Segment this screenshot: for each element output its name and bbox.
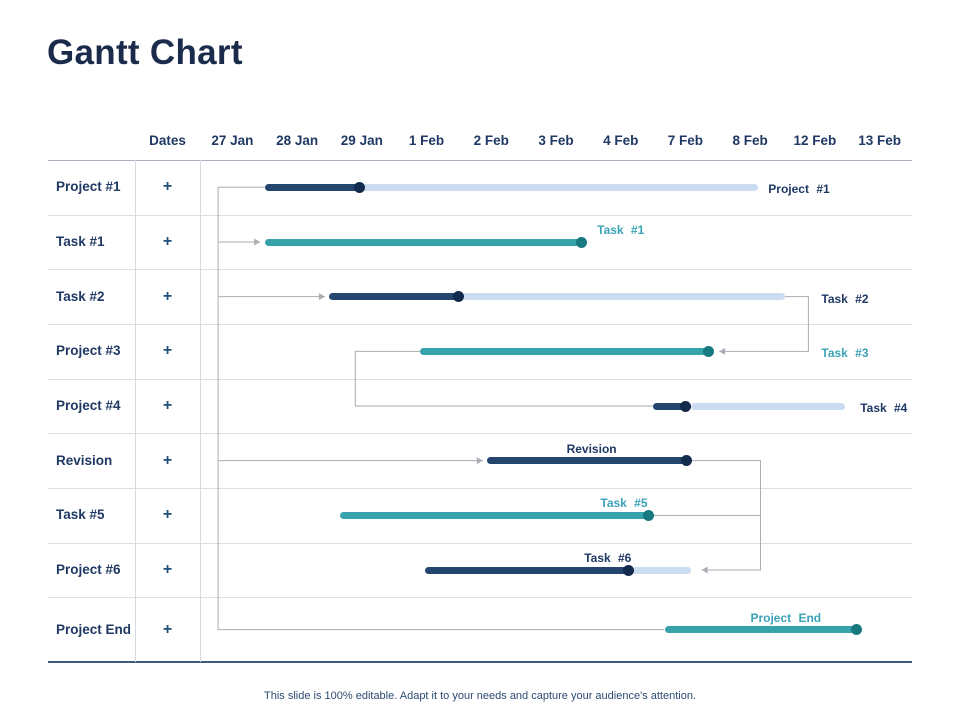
arrowhead-icon <box>719 347 726 355</box>
expand-row-button[interactable]: + <box>162 560 173 578</box>
row-label: Task #5 <box>56 507 105 523</box>
expand-row-button[interactable]: + <box>162 506 173 524</box>
arrowhead-icon <box>318 293 325 301</box>
footer-note: This slide is 100% editable. Adapt it to… <box>264 690 696 702</box>
row-label: Project End <box>56 621 132 637</box>
row-separator <box>48 378 912 380</box>
row-separator <box>48 488 912 489</box>
row-label: Task #2 <box>56 288 105 304</box>
header-underline <box>48 160 912 161</box>
row-separator <box>48 597 912 599</box>
date-column-header: 7 Feb <box>667 132 704 148</box>
dependency-line <box>217 186 665 631</box>
row-separator <box>48 433 912 435</box>
row-separator <box>48 324 912 325</box>
date-column-header: 3 Feb <box>538 132 574 148</box>
arrowhead-icon <box>476 457 483 465</box>
date-column-header: 1 Feb <box>408 132 445 148</box>
expand-row-button[interactable]: + <box>162 396 173 414</box>
date-column-header: 2 Feb <box>473 132 509 148</box>
expand-row-button[interactable]: + <box>162 342 173 360</box>
dates-column-header: Dates <box>149 132 186 148</box>
date-column-header: 29 Jan <box>340 132 383 148</box>
date-column-header: 12 Feb <box>793 132 837 148</box>
row-label: Project #4 <box>56 397 121 413</box>
column-divider <box>135 160 136 662</box>
row-label: Project #1 <box>56 179 121 195</box>
date-column-header: 28 Jan <box>276 132 319 148</box>
row-separator <box>48 269 912 271</box>
date-column-header: 4 Feb <box>603 132 639 148</box>
row-separator <box>48 214 912 216</box>
expand-row-button[interactable]: + <box>162 451 173 469</box>
row-label: Project #6 <box>56 561 121 577</box>
row-label: Task #1 <box>56 233 105 249</box>
dependency-line <box>354 350 654 407</box>
expand-row-button[interactable]: + <box>162 620 173 638</box>
row-separator <box>48 542 912 544</box>
expand-row-button[interactable]: + <box>162 178 173 196</box>
row-label: Revision <box>56 452 113 468</box>
table-bottom-border <box>48 661 912 663</box>
row-label: Project #3 <box>56 343 121 359</box>
page-title: Gantt Chart <box>47 33 243 72</box>
date-column-header: 13 Feb <box>858 132 902 148</box>
expand-row-button[interactable]: + <box>162 287 173 305</box>
expand-row-button[interactable]: + <box>162 232 173 250</box>
column-divider <box>200 160 201 662</box>
arrowhead-icon <box>701 566 708 574</box>
arrowhead-icon <box>254 238 261 246</box>
dependency-line <box>719 296 809 352</box>
date-column-header: 27 Jan <box>211 132 254 148</box>
date-column-header: 8 Feb <box>732 132 768 148</box>
